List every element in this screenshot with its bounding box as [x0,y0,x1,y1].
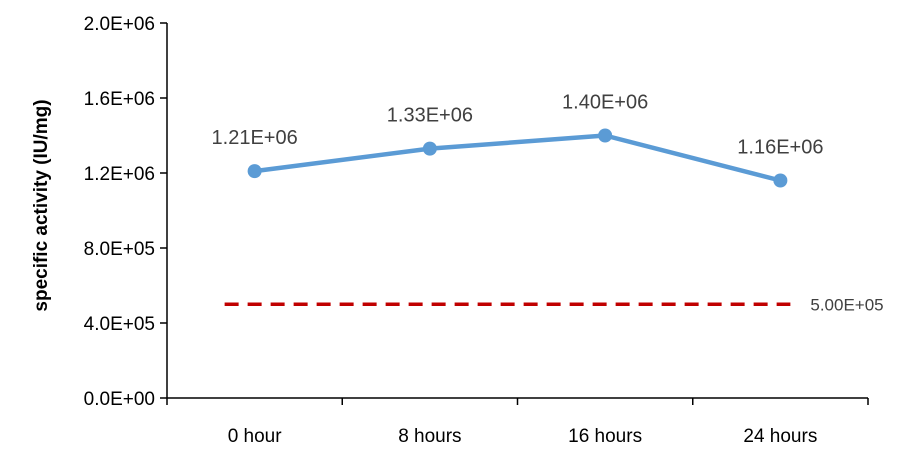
y-tick-label: 1.6E+06 [84,89,155,110]
axes [160,22,869,405]
y-axis-title: specific activity (IU/mg) [31,99,52,311]
x-tick-label: 8 hours [398,426,461,447]
series [247,128,788,188]
data-label: 1.40E+06 [562,92,648,114]
y-tick-label: 0.0E+00 [84,389,155,410]
y-tick-label: 2.0E+06 [84,14,155,35]
data-point [247,164,262,179]
y-tick-label: 4.0E+05 [84,314,155,335]
labels: 0.0E+00 4.0E+05 8.0E+05 1.2E+06 1.6E+06 2.0E+… [31,14,884,447]
y-tick-label: 1.2E+06 [84,164,155,185]
x-tick-label: 16 hours [568,426,642,447]
data-label: 1.21E+06 [212,127,298,149]
data-label: 1.16E+06 [737,137,823,159]
x-tick-label: 24 hours [743,426,817,447]
x-tick-label: 0 hour [228,426,283,447]
y-tick-label: 8.0E+05 [84,239,155,260]
data-point [773,173,788,188]
data-label: 1.33E+06 [387,105,473,127]
data-point [422,141,437,156]
series-line [254,133,781,183]
reference-line-label: 5.00E+05 [810,295,883,314]
data-point [598,128,613,143]
